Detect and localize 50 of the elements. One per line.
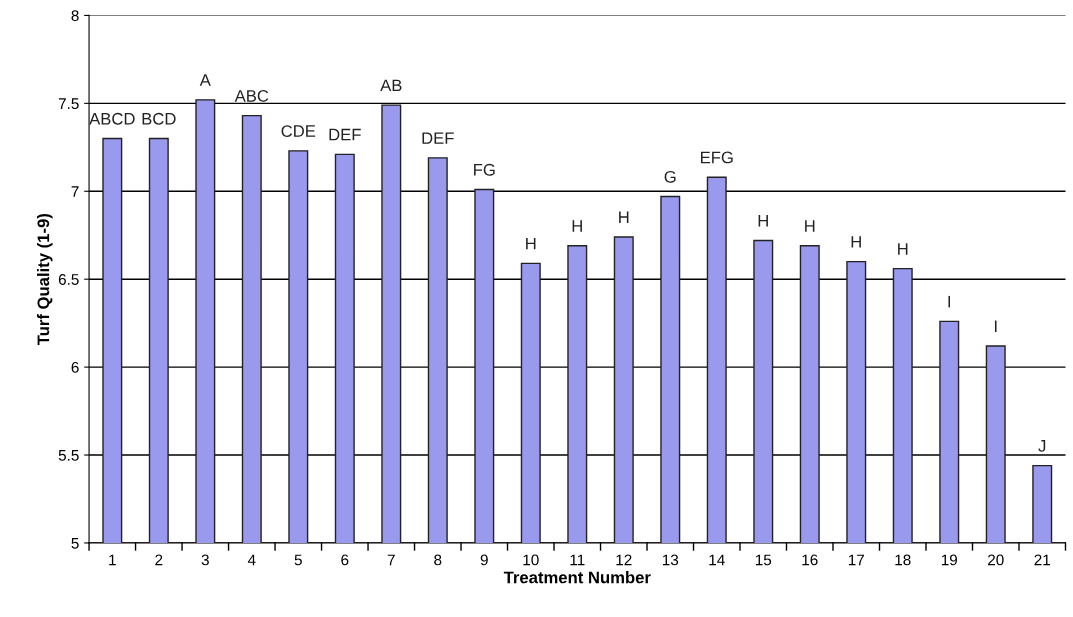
data-label: CDE	[281, 125, 316, 137]
x-tick-label: 12	[616, 554, 632, 566]
x-tick-label: 6	[341, 554, 349, 566]
data-label: G	[664, 170, 676, 183]
data-label: EFG	[701, 151, 733, 164]
y-tick-label: 7.5	[58, 98, 79, 110]
x-tick-label: 20	[988, 554, 1004, 566]
y-tick-label: 5.5	[58, 450, 79, 461]
x-tick-label: 15	[755, 554, 772, 566]
data-label: H	[898, 243, 908, 255]
x-tick-label: 21	[1034, 554, 1050, 566]
data-label: H	[572, 220, 582, 232]
data-label: FG	[474, 163, 495, 176]
x-tick-label: 2	[155, 554, 163, 566]
x-tick-label: 14	[709, 554, 725, 566]
x-tick-label: 5	[294, 554, 302, 566]
x-tick-label: 19	[941, 554, 958, 566]
y-tick-label: 8	[71, 10, 79, 22]
x-axis-title: Treatment Number	[503, 571, 651, 584]
x-tick-label: 4	[247, 554, 256, 566]
y-tick-label: 5	[71, 537, 79, 549]
x-tick-label: 13	[662, 554, 679, 566]
data-label: H	[526, 237, 536, 250]
y-axis-title: Turf Quality (1-9)	[37, 213, 53, 346]
data-label: A	[199, 74, 211, 86]
y-tick-label: 7	[71, 186, 79, 197]
data-label: DEF	[329, 128, 361, 141]
data-label: I	[994, 320, 997, 332]
x-tick-label: 17	[848, 554, 864, 566]
data-label: DEF	[422, 132, 454, 144]
y-tick-label: 6	[71, 361, 79, 373]
data-label: H	[619, 211, 629, 223]
data-label: H	[758, 215, 768, 227]
x-tick-label: 18	[895, 554, 911, 566]
data-label: H	[851, 236, 861, 248]
x-tick-label: 3	[201, 554, 209, 566]
data-label: BCD	[142, 112, 176, 125]
x-tick-label: 9	[480, 554, 488, 566]
y-tick-label: 6.5	[58, 274, 79, 285]
x-tick-label: 7	[387, 554, 395, 566]
data-label: H	[805, 220, 815, 232]
x-tick-label: 10	[523, 554, 539, 566]
data-label: AB	[380, 79, 402, 92]
x-tick-label: 1	[109, 554, 116, 566]
x-tick-label: 16	[802, 554, 818, 566]
x-tick-label: 8	[434, 554, 442, 566]
data-label: J	[1038, 440, 1046, 452]
data-label: ABC	[234, 90, 269, 102]
data-label: I	[948, 295, 951, 308]
x-tick-label: 11	[570, 554, 585, 566]
